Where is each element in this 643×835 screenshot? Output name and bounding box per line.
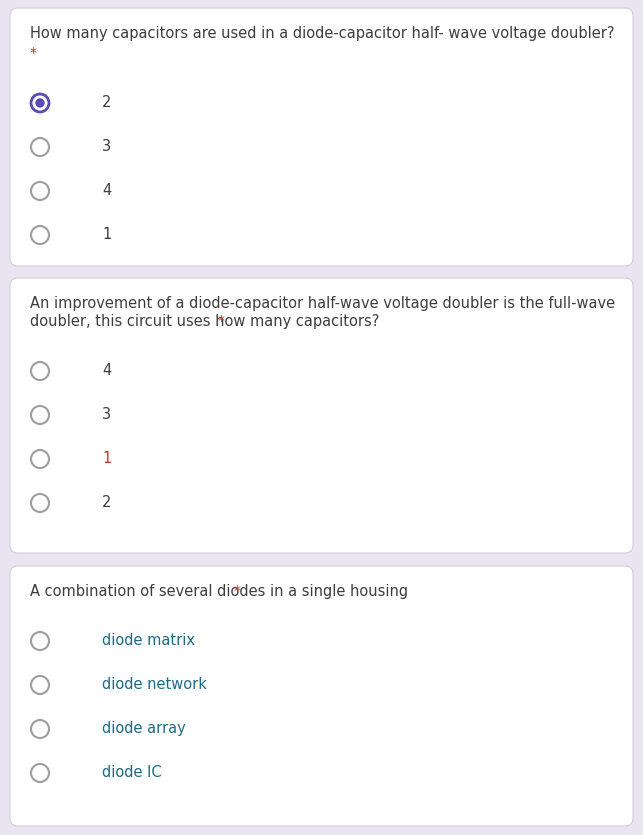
Circle shape xyxy=(31,226,49,244)
Text: 3: 3 xyxy=(102,139,111,154)
Text: A combination of several diodes in a single housing: A combination of several diodes in a sin… xyxy=(30,584,413,599)
Circle shape xyxy=(31,764,49,782)
Text: An improvement of a diode-capacitor half-wave voltage doubler is the full-wave: An improvement of a diode-capacitor half… xyxy=(30,296,615,311)
Circle shape xyxy=(31,632,49,650)
Text: diode array: diode array xyxy=(102,721,186,736)
Text: 2: 2 xyxy=(102,95,111,110)
Text: diode matrix: diode matrix xyxy=(102,633,195,648)
Text: 1: 1 xyxy=(102,227,111,242)
Text: 4: 4 xyxy=(102,183,111,198)
Text: 2: 2 xyxy=(102,495,111,510)
FancyBboxPatch shape xyxy=(10,8,633,266)
Circle shape xyxy=(31,362,49,380)
Circle shape xyxy=(31,182,49,200)
Circle shape xyxy=(31,720,49,738)
Circle shape xyxy=(31,494,49,512)
Circle shape xyxy=(35,99,44,108)
Circle shape xyxy=(31,450,49,468)
Circle shape xyxy=(31,406,49,424)
FancyBboxPatch shape xyxy=(10,566,633,826)
FancyBboxPatch shape xyxy=(10,278,633,553)
Text: doubler, this circuit uses how many capacitors?: doubler, this circuit uses how many capa… xyxy=(30,314,384,329)
Circle shape xyxy=(31,676,49,694)
Text: How many capacitors are used in a diode-capacitor half- wave voltage doubler?: How many capacitors are used in a diode-… xyxy=(30,26,615,41)
Text: *: * xyxy=(233,584,240,598)
Text: diode network: diode network xyxy=(102,677,207,692)
Text: 3: 3 xyxy=(102,407,111,422)
Circle shape xyxy=(31,138,49,156)
Circle shape xyxy=(31,94,49,112)
Text: *: * xyxy=(217,314,224,328)
Text: 1: 1 xyxy=(102,451,111,466)
Text: 4: 4 xyxy=(102,363,111,378)
Text: diode IC: diode IC xyxy=(102,765,161,780)
Text: *: * xyxy=(30,46,37,60)
